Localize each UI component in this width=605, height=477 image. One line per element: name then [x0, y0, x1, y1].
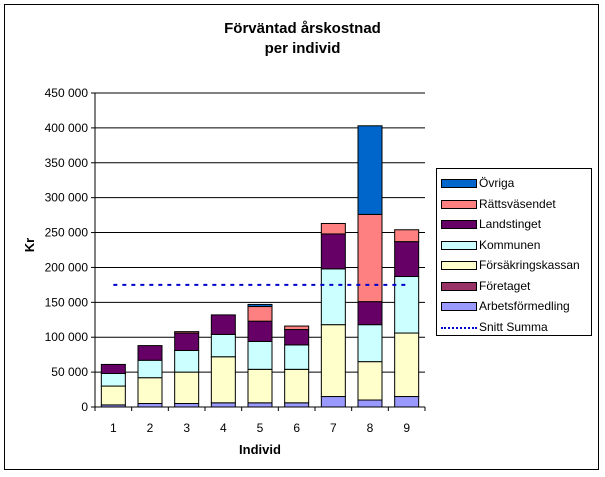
- x-tick-label: 1: [110, 421, 117, 435]
- y-tick-label: 0: [81, 400, 88, 414]
- chart-title-line2: per individ: [264, 40, 341, 57]
- bar-segment: [174, 403, 200, 408]
- bar-segment: [247, 368, 273, 404]
- legend-item: Rättsväsendet: [437, 196, 591, 216]
- bar-segment: [394, 276, 420, 334]
- legend-item: Landstinget: [437, 216, 591, 236]
- legend-label: Landstinget: [479, 217, 542, 231]
- legend-label: Arbetsförmedling: [479, 299, 570, 313]
- bar-segment: [320, 222, 346, 235]
- bar-segment: [210, 333, 236, 358]
- bar-segment: [247, 402, 273, 408]
- y-tick-label: 150 000: [45, 295, 89, 309]
- bar-segment: [137, 359, 163, 379]
- bar-segment: [247, 306, 273, 322]
- bar-segment: [247, 320, 273, 342]
- y-tick-label: 300 000: [45, 191, 89, 205]
- bar-segment: [137, 403, 163, 408]
- bar-segment: [320, 268, 346, 326]
- bar-segment: [210, 314, 236, 335]
- legend-swatch: [441, 302, 477, 311]
- legend-label: Rättsväsendet: [479, 196, 556, 211]
- bar-segment: [100, 363, 126, 375]
- bar-segment: [100, 385, 126, 406]
- bar-segment: [284, 344, 310, 370]
- x-tick-label: 6: [293, 421, 300, 435]
- legend: Övriga Rättsväsendet Landstinget Kommunen Fö…: [436, 168, 592, 336]
- y-tick-label: 350 000: [45, 156, 89, 170]
- legend-label: Kommunen: [479, 237, 541, 252]
- legend-line-swatch: [441, 326, 477, 329]
- bar-segment: [284, 325, 310, 331]
- bar-segment: [174, 349, 200, 373]
- y-tick-label: 250 000: [45, 226, 89, 240]
- x-tick-label: 2: [147, 421, 154, 435]
- bar-segment: [284, 329, 310, 346]
- legend-item: Företaget: [437, 278, 591, 298]
- bar-segment: [394, 396, 420, 408]
- x-tick-label: 9: [403, 421, 410, 435]
- legend-item: Kommunen: [437, 237, 591, 257]
- x-tick-label: 8: [367, 421, 374, 435]
- y-tick-label: 100 000: [45, 330, 89, 344]
- bar-segment: [210, 402, 236, 408]
- chart-title-line1: Förväntad årskostnad: [224, 20, 381, 37]
- bar-segment: [284, 402, 310, 408]
- bar-segment: [174, 331, 200, 334]
- bar-segment: [394, 229, 420, 243]
- legend-swatch: [441, 240, 477, 250]
- y-tick-label: 50 000: [51, 365, 88, 379]
- y-tick-label: 200 000: [45, 260, 89, 274]
- bar-segment: [394, 332, 420, 398]
- bar-segment: [320, 396, 346, 408]
- bar-segment: [100, 373, 126, 387]
- bar-segment: [137, 345, 163, 361]
- legend-item: Försäkringskassan: [437, 257, 591, 277]
- bar-segment: [320, 324, 346, 398]
- y-axis-title: Kr: [22, 238, 37, 252]
- legend-item: Snitt Summa: [437, 319, 591, 339]
- bar-segment: [137, 377, 163, 405]
- bar-segment: [357, 399, 383, 408]
- x-tick-label: 4: [220, 421, 227, 435]
- legend-label: Snitt Summa: [479, 319, 548, 334]
- legend-swatch: [441, 281, 477, 291]
- y-tick-label: 450 000: [45, 86, 89, 100]
- bar-segment: [394, 241, 420, 278]
- bar-segment: [174, 371, 200, 405]
- legend-swatch: [441, 179, 477, 188]
- legend-label: Företaget: [479, 278, 531, 293]
- y-tick-label: 400 000: [45, 121, 89, 135]
- legend-swatch: [441, 199, 477, 209]
- x-tick-label: 7: [330, 421, 337, 435]
- bar-segment: [357, 324, 383, 363]
- bar-segment: [357, 213, 383, 303]
- x-axis-title: Individ: [239, 442, 281, 457]
- bar-segment: [357, 125, 383, 215]
- bar-segment: [284, 368, 310, 404]
- bar-segment: [357, 361, 383, 401]
- legend-item: Övriga: [437, 175, 591, 195]
- bar-segment: [247, 340, 273, 370]
- legend-swatch: [441, 220, 477, 229]
- x-tick-label: 3: [183, 421, 190, 435]
- legend-item: Arbetsförmedling: [437, 298, 591, 318]
- legend-label: Övriga: [479, 176, 515, 190]
- legend-swatch: [441, 261, 477, 270]
- x-tick-label: 5: [257, 421, 264, 435]
- bar-segment: [174, 332, 200, 351]
- bar-segment: [247, 303, 273, 308]
- bar-segment: [357, 301, 383, 326]
- bar-segment: [320, 233, 346, 270]
- legend-label: Försäkringskassan: [479, 258, 580, 272]
- bar-segment: [210, 356, 236, 404]
